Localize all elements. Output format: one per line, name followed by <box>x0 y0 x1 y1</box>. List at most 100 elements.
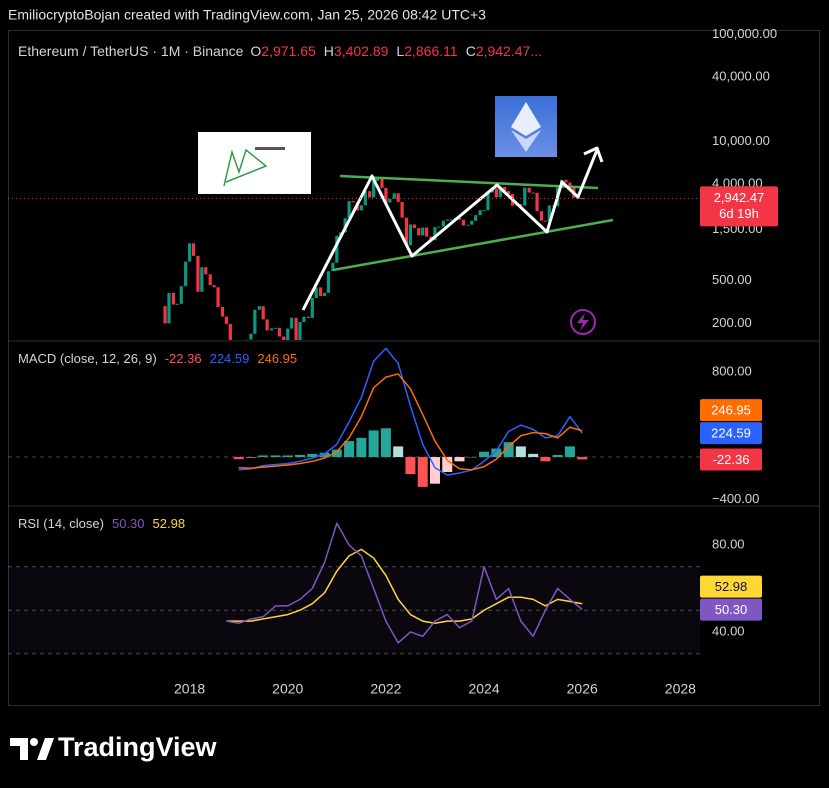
candle-body <box>372 180 376 198</box>
macd-badge-bg <box>700 422 762 445</box>
candle-body <box>449 219 453 221</box>
candle-body <box>294 317 298 340</box>
candle-body <box>277 327 282 337</box>
pane-header: MACD (close, 12, 26, 9) -22.36 224.59 246.9… <box>18 351 297 366</box>
candle-body <box>184 261 188 287</box>
y-tick-label: 80.00 <box>712 536 745 551</box>
candle-body <box>191 243 196 256</box>
signal-badge-bg <box>700 399 762 422</box>
candle-body <box>175 303 179 305</box>
candle-body <box>310 298 314 318</box>
candle-body <box>286 328 290 340</box>
series-line <box>238 347 583 476</box>
candle-body <box>224 316 228 324</box>
price-badge-bg <box>700 186 778 227</box>
eth-logo-bottom <box>511 130 541 152</box>
candle-body <box>547 205 551 222</box>
header-text: EmiliocryptoBojan created with TradingVi… <box>8 7 486 23</box>
histogram-bar <box>368 430 379 458</box>
candle-body <box>506 191 511 195</box>
rsi-value: 50.30 <box>112 516 145 531</box>
histogram-bar <box>307 453 318 458</box>
arrow-head <box>583 146 604 163</box>
candle-body <box>331 262 335 272</box>
histogram-bar <box>540 457 551 462</box>
candle-body <box>282 336 286 340</box>
candle-body <box>482 210 486 212</box>
ohlc-value: 3,402.89 <box>334 43 389 59</box>
candle-body <box>408 224 413 246</box>
candle-body <box>171 292 175 305</box>
y-tick-label: 40,000.00 <box>712 68 770 83</box>
candle-body <box>527 187 531 193</box>
x-tick-label: 2022 <box>370 681 401 697</box>
signal-value: 246.95 <box>257 351 297 366</box>
histogram-bar <box>429 457 440 484</box>
candle-body <box>375 177 380 181</box>
macd-badge: 224.59 <box>711 426 751 441</box>
pane-title: MACD (close, 12, 26, 9) <box>18 351 157 366</box>
pane-title: RSI (14, close) <box>18 516 104 531</box>
histogram-bar <box>331 449 342 458</box>
pennant-image <box>198 132 311 194</box>
y-tick-label: 800.00 <box>712 363 752 378</box>
histogram-bar <box>393 446 404 458</box>
histogram-badge-bg <box>700 448 762 471</box>
candle-body <box>437 226 441 228</box>
histogram-bar <box>491 448 502 458</box>
countdown: 6d 19h <box>719 206 759 221</box>
candle-body <box>212 285 216 288</box>
candle-body <box>326 271 331 293</box>
histogram-bar <box>405 457 416 475</box>
series-line <box>226 548 583 625</box>
candle-body <box>580 198 584 200</box>
histogram-bar <box>442 457 453 472</box>
candle-body <box>245 339 249 340</box>
rsi-ma-badge: 52.98 <box>715 579 748 594</box>
ohlc-key: O <box>250 43 261 59</box>
alert-icon <box>570 309 596 335</box>
annotations <box>198 96 614 335</box>
candle-body <box>380 177 384 188</box>
candle-body <box>302 316 306 323</box>
candle-body <box>400 201 404 218</box>
candle-body <box>531 192 535 194</box>
candle-body <box>187 243 192 262</box>
candle-body <box>470 220 474 225</box>
candle-body <box>421 227 425 236</box>
eth-logo-top <box>511 102 541 136</box>
y-tick-label: 500.00 <box>712 272 752 287</box>
ohlc-value: 2,866.11 <box>404 43 458 59</box>
histogram-bar <box>564 446 575 458</box>
x-tick-label: 2020 <box>272 681 303 697</box>
candle-body <box>253 309 257 334</box>
candle-body <box>412 224 416 229</box>
candle-body <box>396 193 400 202</box>
histogram-bar <box>466 457 477 458</box>
alert-bolt <box>577 313 589 331</box>
candle-body <box>228 323 232 340</box>
candle-body <box>261 306 265 320</box>
histogram-bar <box>479 451 490 458</box>
pennant-caption <box>255 147 285 150</box>
candle-body <box>441 220 445 227</box>
candle-body <box>265 319 269 331</box>
candle-body <box>384 187 388 203</box>
candle-body <box>523 187 527 206</box>
candle-body <box>543 220 548 222</box>
candle-body <box>200 267 204 292</box>
histogram-bar <box>258 455 269 458</box>
candle-body <box>322 292 327 297</box>
signal-badge: 246.95 <box>711 403 751 418</box>
candle-body <box>196 255 200 292</box>
candle-body <box>216 287 220 307</box>
rsi-ma-value: 52.98 <box>153 516 186 531</box>
y-tick-label: 40.00 <box>712 623 745 638</box>
candle-body <box>249 333 253 340</box>
pane-title: Ethereum / TetherUS · 1M · Binance <box>18 43 244 59</box>
histogram-bar <box>552 454 563 458</box>
candle-body <box>388 198 392 203</box>
candle-body <box>503 186 507 192</box>
